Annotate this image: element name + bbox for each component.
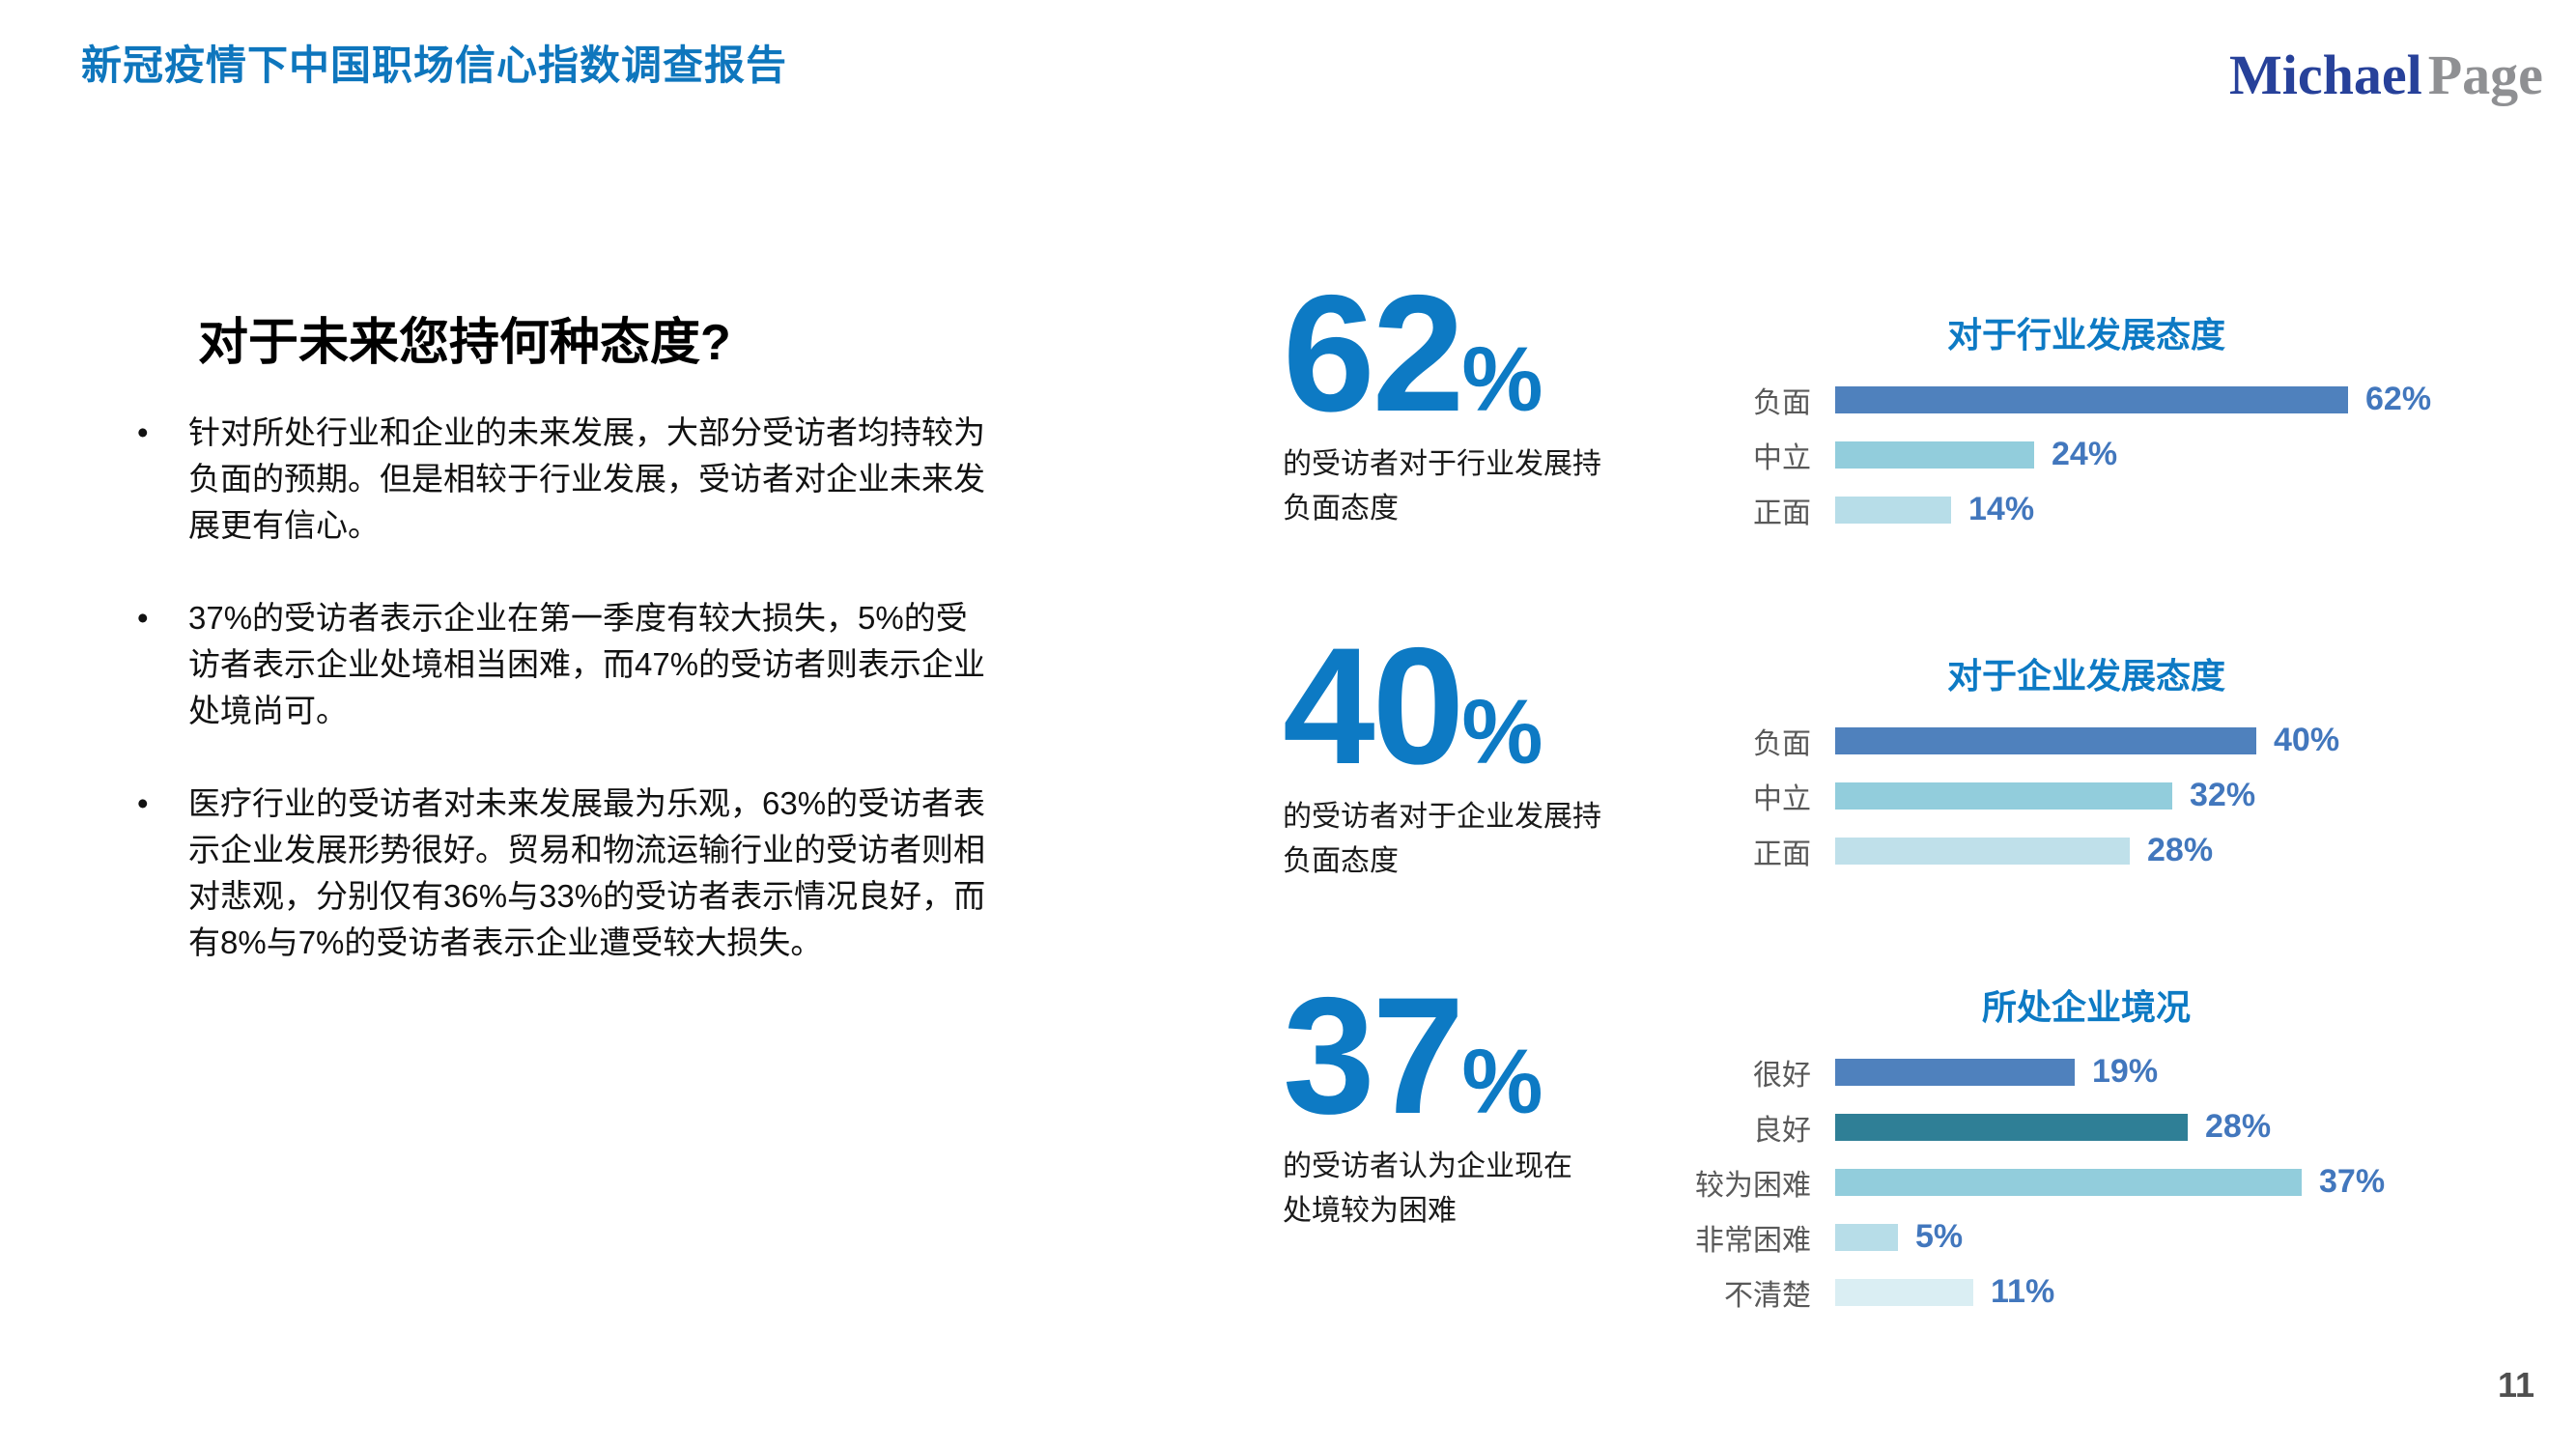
bullet-dot-icon: • <box>137 414 149 450</box>
bullet-dot-icon: • <box>137 785 149 821</box>
bar <box>1835 1223 1898 1251</box>
section-heading: 对于未来您持何种态度? <box>198 315 731 371</box>
bar <box>1835 385 2348 413</box>
chart-row: 负面 40% <box>1681 713 2492 768</box>
chart-company-situation: 所处企业境况 很好 19% 良好 28% 较为困难 37% 非常困难 5% 不清楚 11% <box>1681 986 2492 1320</box>
category-label: 较为困难 <box>1695 1169 1811 1202</box>
bar <box>1835 1278 1973 1306</box>
chart-rows: 很好 19% 良好 28% 较为困难 37% 非常困难 5% 不清楚 11% <box>1681 1044 2492 1320</box>
category-label: 很好 <box>1753 1059 1811 1092</box>
value-label: 62% <box>2365 381 2432 417</box>
chart-row: 中立 24% <box>1681 427 2492 482</box>
chart-row: 中立 32% <box>1681 768 2492 823</box>
value-label: 19% <box>2092 1053 2159 1090</box>
bar <box>1835 837 2130 865</box>
chart-row: 负面 62% <box>1681 372 2492 427</box>
bar <box>1835 781 2172 810</box>
chart-title: 所处企业境况 <box>1981 987 2191 1027</box>
value-label: 14% <box>1968 491 2035 527</box>
percent-sign: % <box>1461 681 1543 783</box>
bar <box>1835 440 2034 469</box>
stat-value: 37 <box>1283 963 1464 1149</box>
category-label: 中立 <box>1753 782 1811 815</box>
bullet-text: 37%的受访者表示企业在第一季度有较大损失，5%的受 访者表示企业处境相当困难，… <box>188 600 986 728</box>
value-label: 40% <box>2274 722 2340 758</box>
bullet-dot-icon: • <box>137 600 149 636</box>
percent-sign: % <box>1461 328 1543 431</box>
bullet-text: 医疗行业的受访者对未来发展最为乐观，63%的受访者表 示企业发展形势很好。贸易和… <box>188 785 986 960</box>
value-label: 28% <box>2205 1108 2272 1145</box>
value-label: 37% <box>2319 1163 2386 1200</box>
value-label: 24% <box>2052 436 2118 472</box>
category-label: 非常困难 <box>1695 1224 1811 1257</box>
chart-row: 很好 19% <box>1681 1044 2492 1099</box>
chart-company-attitude: 对于企业发展态度 负面 40% 中立 32% 正面 28% <box>1681 655 2492 878</box>
stat-block-company: 40% 的受访者对于企业发展持 负面态度 <box>1283 623 1601 884</box>
bullet-item: • 医疗行业的受访者对未来发展最为乐观，63%的受访者表 示企业发展形势很好。贸易… <box>135 781 1227 966</box>
logo-michael: Michael <box>2229 43 2422 106</box>
bar <box>1835 1058 2075 1086</box>
stat-value: 62 <box>1283 261 1464 446</box>
logo-page: Page <box>2427 43 2543 106</box>
chart-row: 正面 14% <box>1681 482 2492 537</box>
stat-value: 40 <box>1283 613 1464 799</box>
stat-description: 的受访者对于企业发展持 负面态度 <box>1283 801 1601 877</box>
category-label: 负面 <box>1753 727 1811 760</box>
michael-page-logo: Michael Page <box>2229 43 2543 107</box>
stat-description: 的受访者认为企业现在 处境较为困难 <box>1283 1151 1572 1227</box>
chart-rows: 负面 62% 中立 24% 正面 14% <box>1681 372 2492 537</box>
category-label: 正面 <box>1753 838 1811 870</box>
stat-block-industry: 62% 的受访者对于行业发展持 负面态度 <box>1283 270 1601 531</box>
category-label: 中立 <box>1753 441 1811 474</box>
stat-block-situation: 37% 的受访者认为企业现在 处境较为困难 <box>1283 973 1572 1234</box>
stat-number: 37% <box>1283 973 1572 1139</box>
chart-row: 不清楚 11% <box>1681 1264 2492 1320</box>
value-label: 11% <box>1991 1273 2055 1310</box>
category-label: 负面 <box>1753 386 1811 419</box>
stat-number: 62% <box>1283 270 1601 437</box>
percent-sign: % <box>1461 1031 1543 1133</box>
value-label: 28% <box>2147 832 2214 868</box>
bar <box>1835 1168 2302 1196</box>
bullet-item: • 针对所处行业和企业的未来发展，大部分受访者均持较为 负面的预期。但是相较于行业… <box>135 410 1227 549</box>
bullet-list: • 针对所处行业和企业的未来发展，大部分受访者均持较为 负面的预期。但是相较于行业… <box>135 410 1227 1012</box>
chart-industry-attitude: 对于行业发展态度 负面 62% 中立 24% 正面 14% <box>1681 314 2492 537</box>
chart-row: 良好 28% <box>1681 1099 2492 1154</box>
bar <box>1835 726 2256 754</box>
page-number: 11 <box>2498 1365 2535 1405</box>
category-label: 正面 <box>1753 497 1811 529</box>
bar <box>1835 496 1951 524</box>
stat-number: 40% <box>1283 623 1601 789</box>
chart-row: 正面 28% <box>1681 823 2492 878</box>
category-label: 良好 <box>1753 1114 1811 1147</box>
page-title: 新冠疫情下中国职场信心指数调查报告 <box>81 43 788 88</box>
value-label: 5% <box>1915 1218 1964 1255</box>
chart-row: 非常困难 5% <box>1681 1209 2492 1264</box>
stat-description: 的受访者对于行业发展持 负面态度 <box>1283 448 1601 525</box>
category-label: 不清楚 <box>1724 1279 1811 1312</box>
value-label: 32% <box>2190 777 2256 813</box>
bullet-item: • 37%的受访者表示企业在第一季度有较大损失，5%的受 访者表示企业处境相当困难… <box>135 595 1227 734</box>
chart-title: 对于行业发展态度 <box>1946 315 2225 355</box>
chart-title: 对于企业发展态度 <box>1946 656 2225 696</box>
bullet-text: 针对所处行业和企业的未来发展，大部分受访者均持较为 负面的预期。但是相较于行业发… <box>188 414 985 543</box>
chart-rows: 负面 40% 中立 32% 正面 28% <box>1681 713 2492 878</box>
chart-row: 较为困难 37% <box>1681 1154 2492 1209</box>
bar <box>1835 1113 2188 1141</box>
